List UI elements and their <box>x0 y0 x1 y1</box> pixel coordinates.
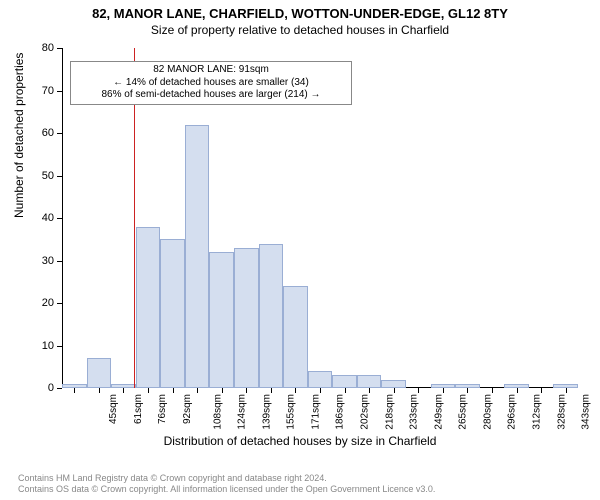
chart-title: 82, MANOR LANE, CHARFIELD, WOTTON-UNDER-… <box>0 0 600 21</box>
histogram-bar <box>160 239 185 388</box>
histogram-bar <box>209 252 234 388</box>
chart-subtitle: Size of property relative to detached ho… <box>0 23 600 37</box>
y-tick <box>57 218 62 219</box>
x-tick-label: 328sqm <box>556 394 567 430</box>
histogram-bar <box>381 380 406 389</box>
x-tick-label: 218sqm <box>384 394 395 430</box>
y-tick-label: 70 <box>42 85 54 97</box>
histogram-bar <box>234 248 259 388</box>
chart-container: 82, MANOR LANE, CHARFIELD, WOTTON-UNDER-… <box>0 0 600 500</box>
histogram-bar <box>87 358 112 388</box>
x-tick-label: 265sqm <box>458 394 469 430</box>
annotation-line1: 82 MANOR LANE: 91sqm <box>77 64 345 77</box>
histogram-bar <box>185 125 210 389</box>
x-tick <box>443 388 444 393</box>
y-tick-label: 20 <box>42 297 54 309</box>
y-tick <box>57 346 62 347</box>
x-tick <box>271 388 272 393</box>
histogram-bar <box>357 375 382 388</box>
x-tick <box>99 388 100 393</box>
y-tick <box>57 176 62 177</box>
annotation-box: 82 MANOR LANE: 91sqm ← 14% of detached h… <box>70 61 352 105</box>
x-tick <box>123 388 124 393</box>
annotation-line2: ← 14% of detached houses are smaller (34… <box>77 77 345 90</box>
x-tick-label: 249sqm <box>433 394 444 430</box>
x-tick-label: 124sqm <box>237 394 248 430</box>
y-tick-label: 80 <box>42 42 54 54</box>
y-tick <box>57 388 62 389</box>
x-tick-label: 312sqm <box>532 394 543 430</box>
x-tick-label: 92sqm <box>182 394 193 424</box>
copyright-line2: Contains OS data © Crown copyright. All … <box>18 484 435 494</box>
x-tick <box>566 388 567 393</box>
x-tick <box>246 388 247 393</box>
copyright-line1: Contains HM Land Registry data © Crown c… <box>18 473 435 483</box>
histogram-bar <box>259 244 284 389</box>
x-tick <box>295 388 296 393</box>
x-tick-label: 108sqm <box>212 394 223 430</box>
y-tick <box>57 91 62 92</box>
x-tick <box>197 388 198 393</box>
x-tick <box>467 388 468 393</box>
y-tick <box>57 261 62 262</box>
copyright: Contains HM Land Registry data © Crown c… <box>18 473 435 494</box>
y-tick <box>57 48 62 49</box>
y-tick-label: 50 <box>42 170 54 182</box>
histogram-bar <box>308 371 333 388</box>
annotation-line3: 86% of semi-detached houses are larger (… <box>77 89 345 102</box>
x-tick <box>222 388 223 393</box>
histogram-bar <box>332 375 357 388</box>
x-tick-label: 202sqm <box>360 394 371 430</box>
x-tick-label: 233sqm <box>409 394 420 430</box>
y-tick-label: 10 <box>42 340 54 352</box>
x-tick <box>345 388 346 393</box>
histogram-bar <box>283 286 308 388</box>
x-tick-label: 155sqm <box>286 394 297 430</box>
x-tick <box>173 388 174 393</box>
x-tick <box>517 388 518 393</box>
y-tick-label: 40 <box>42 212 54 224</box>
x-tick-label: 45sqm <box>108 394 119 424</box>
x-tick-label: 171sqm <box>310 394 321 430</box>
x-tick <box>394 388 395 393</box>
x-tick <box>320 388 321 393</box>
y-axis-title: Number of detached properties <box>12 53 26 218</box>
x-tick-label: 139sqm <box>261 394 272 430</box>
x-tick <box>369 388 370 393</box>
x-tick-label: 186sqm <box>335 394 346 430</box>
x-tick-label: 343sqm <box>581 394 592 430</box>
x-tick <box>148 388 149 393</box>
x-tick-label: 76sqm <box>157 394 168 424</box>
x-tick-label: 280sqm <box>482 394 493 430</box>
x-tick <box>492 388 493 393</box>
y-tick-label: 0 <box>48 382 54 394</box>
x-axis-title: Distribution of detached houses by size … <box>0 434 600 448</box>
x-tick <box>418 388 419 393</box>
y-tick <box>57 133 62 134</box>
x-tick <box>541 388 542 393</box>
x-tick <box>74 388 75 393</box>
x-tick-label: 61sqm <box>133 394 144 424</box>
y-tick-label: 30 <box>42 255 54 267</box>
x-tick-label: 296sqm <box>507 394 518 430</box>
histogram-bar <box>136 227 161 389</box>
y-tick <box>57 303 62 304</box>
y-tick-label: 60 <box>42 127 54 139</box>
y-axis-line <box>62 48 63 388</box>
